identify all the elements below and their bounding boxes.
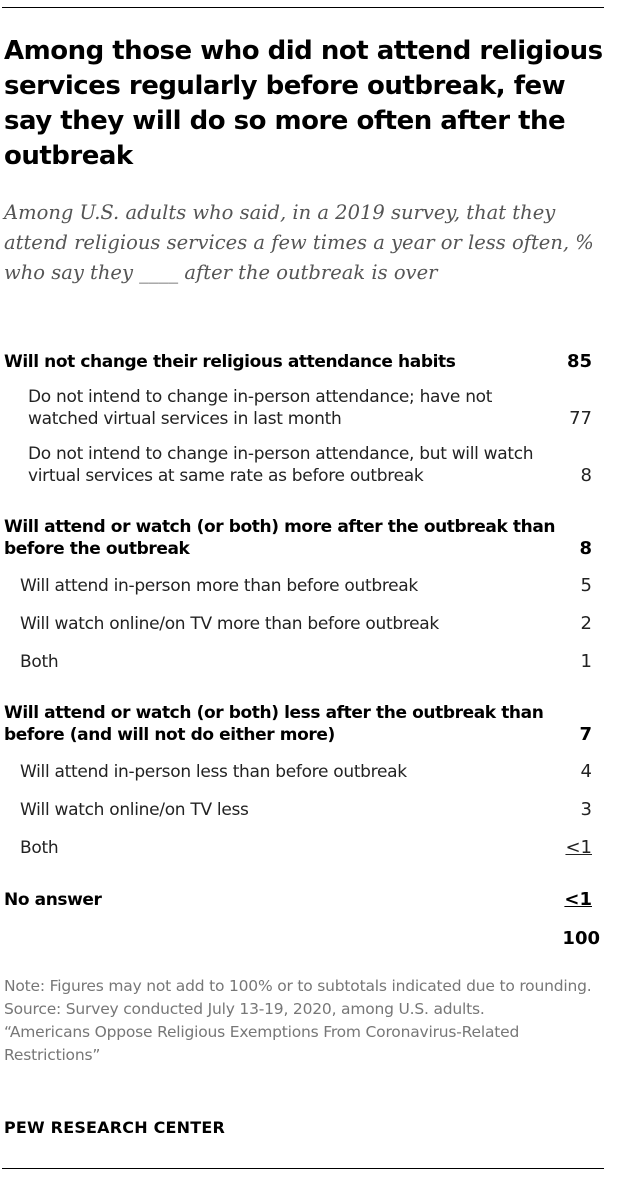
note-text: Note: Figures may not add to 100% or to … xyxy=(4,977,592,995)
chart-title: Among those who did not attend religious… xyxy=(4,36,603,171)
report-title: “Americans Oppose Religious Exemptions F… xyxy=(4,1023,520,1064)
row-label: Both xyxy=(20,652,59,672)
row-value: 85 xyxy=(566,351,592,372)
row-value: 2 xyxy=(580,613,592,634)
row-value: 77 xyxy=(569,408,592,429)
total-value: 100 xyxy=(562,928,600,949)
chart-subtitle: Among U.S. adults who said, in a 2019 su… xyxy=(4,201,594,284)
row-value: 4 xyxy=(580,761,592,782)
bottom-rule xyxy=(2,1168,604,1169)
row-value: 8 xyxy=(579,538,592,559)
row-label: Will watch online/on TV less xyxy=(20,800,249,820)
row-label: Will watch online/on TV more than before… xyxy=(20,614,439,634)
row-value: 5 xyxy=(580,575,592,596)
row-label: Do not intend to change in-person attend… xyxy=(28,444,534,486)
row-label: No answer xyxy=(4,890,102,910)
row-label: Will attend or watch (or both) less afte… xyxy=(4,703,544,745)
row-value: <1 xyxy=(564,889,592,910)
row-label: Will attend in-person less than before o… xyxy=(20,762,407,782)
row-label: Will attend in-person more than before o… xyxy=(20,576,418,596)
top-rule xyxy=(2,7,604,8)
row-label: Both xyxy=(20,838,59,858)
source-text: Source: Survey conducted July 13-19, 202… xyxy=(4,1000,485,1018)
row-value: 7 xyxy=(579,724,592,745)
row-value: <1 xyxy=(565,837,592,858)
row-label: Do not intend to change in-person attend… xyxy=(28,387,493,429)
org-logo-text: PEW RESEARCH CENTER xyxy=(4,1118,226,1137)
row-value: 1 xyxy=(580,651,592,672)
chart-notes: Note: Figures may not add to 100% or to … xyxy=(4,975,604,1067)
row-value: 8 xyxy=(580,465,592,486)
row-label: Will attend or watch (or both) more afte… xyxy=(4,517,556,559)
row-value: 3 xyxy=(580,799,592,820)
row-label: Will not change their religious attendan… xyxy=(4,352,456,372)
